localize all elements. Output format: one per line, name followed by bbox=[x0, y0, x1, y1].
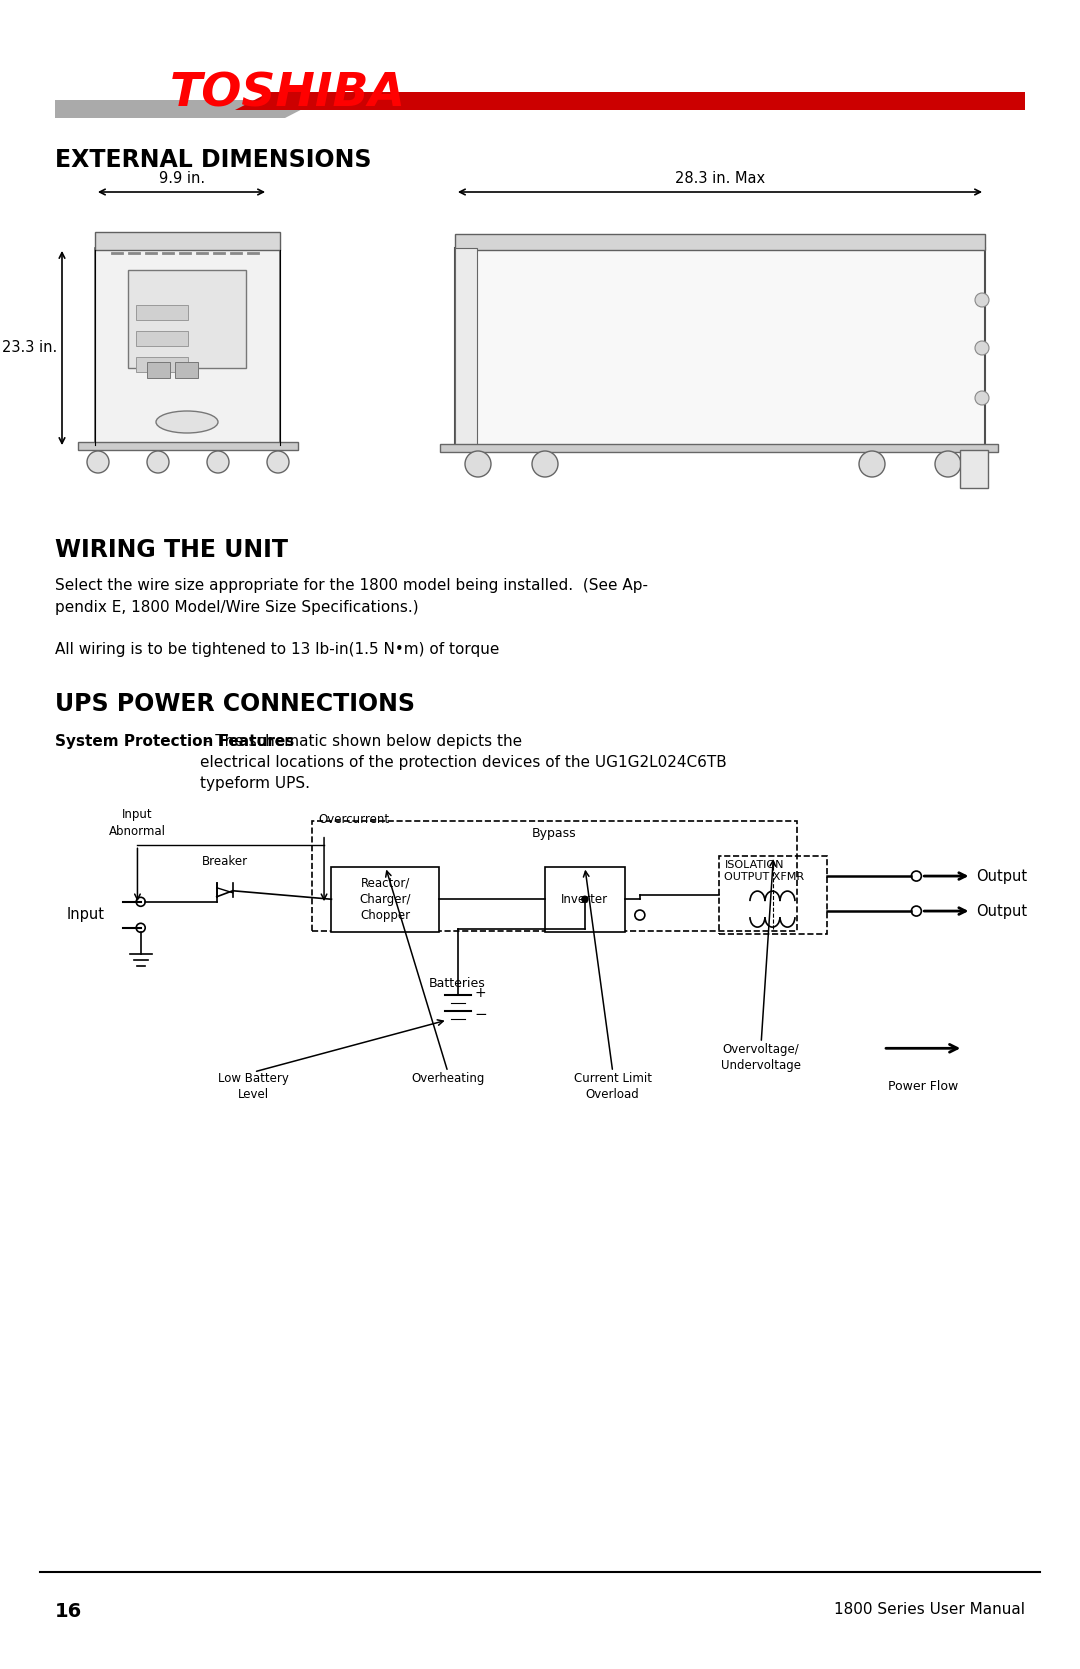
Text: TOSHIBA: TOSHIBA bbox=[170, 72, 406, 117]
Circle shape bbox=[975, 391, 989, 406]
Circle shape bbox=[207, 451, 229, 472]
Polygon shape bbox=[55, 100, 320, 118]
Text: Overcurrent: Overcurrent bbox=[318, 813, 389, 826]
Circle shape bbox=[635, 910, 645, 920]
Text: Select the wire size appropriate for the 1800 model being installed.  (See Ap-: Select the wire size appropriate for the… bbox=[55, 577, 648, 592]
Text: All wiring is to be tightened to 13 lb-in(1.5 N•m) of torque: All wiring is to be tightened to 13 lb-i… bbox=[55, 643, 499, 658]
Text: Overvoltage/
Undervoltage: Overvoltage/ Undervoltage bbox=[721, 1043, 801, 1071]
Circle shape bbox=[975, 340, 989, 355]
Circle shape bbox=[859, 451, 885, 477]
Bar bbox=[455, 234, 985, 250]
Bar bbox=[455, 249, 477, 447]
Ellipse shape bbox=[156, 411, 218, 432]
Text: Low Battery
Level: Low Battery Level bbox=[218, 1071, 289, 1102]
Bar bbox=[175, 362, 198, 377]
Bar bbox=[719, 856, 827, 935]
Bar bbox=[78, 442, 298, 451]
Text: Breaker: Breaker bbox=[202, 855, 247, 868]
Circle shape bbox=[147, 451, 168, 472]
Text: Output: Output bbox=[976, 903, 1027, 918]
Text: UPS POWER CONNECTIONS: UPS POWER CONNECTIONS bbox=[55, 693, 415, 716]
Text: Power Flow: Power Flow bbox=[888, 1080, 958, 1093]
Text: 23.3 in.: 23.3 in. bbox=[2, 340, 57, 355]
Circle shape bbox=[87, 451, 109, 472]
Circle shape bbox=[136, 898, 145, 906]
Circle shape bbox=[465, 451, 491, 477]
Text: EXTERNAL DIMENSIONS: EXTERNAL DIMENSIONS bbox=[55, 149, 372, 172]
Bar bbox=[136, 305, 188, 320]
Bar bbox=[129, 270, 246, 367]
Text: 16: 16 bbox=[55, 1602, 82, 1621]
Bar bbox=[960, 451, 988, 487]
Text: Reactor/
Charger/
Chopper: Reactor/ Charger/ Chopper bbox=[360, 876, 411, 923]
Text: Overheating: Overheating bbox=[411, 1071, 485, 1085]
Bar bbox=[95, 232, 280, 250]
Circle shape bbox=[136, 923, 145, 933]
Bar bbox=[332, 866, 440, 931]
Text: 9.9 in.: 9.9 in. bbox=[159, 170, 205, 185]
Bar bbox=[147, 362, 170, 377]
Text: WIRING THE UNIT: WIRING THE UNIT bbox=[55, 537, 288, 562]
Text: Bypass: Bypass bbox=[532, 828, 577, 841]
Bar bbox=[440, 444, 998, 452]
Text: System Protection Features: System Protection Features bbox=[55, 734, 294, 749]
Bar bbox=[455, 249, 985, 447]
Circle shape bbox=[582, 896, 588, 903]
Bar bbox=[136, 357, 188, 372]
Polygon shape bbox=[235, 92, 1025, 110]
Text: Batteries: Batteries bbox=[429, 976, 486, 990]
Text: Inverter: Inverter bbox=[562, 893, 608, 906]
Text: Input
Abnormal: Input Abnormal bbox=[109, 808, 166, 838]
Bar bbox=[544, 866, 625, 931]
Text: Output: Output bbox=[976, 868, 1027, 883]
Circle shape bbox=[532, 451, 558, 477]
Circle shape bbox=[912, 906, 921, 916]
Circle shape bbox=[267, 451, 289, 472]
Bar bbox=[312, 821, 797, 931]
Text: Current Limit
Overload: Current Limit Overload bbox=[573, 1071, 651, 1102]
Text: - The schematic shown below depicts the
electrical locations of the protection d: - The schematic shown below depicts the … bbox=[200, 734, 727, 791]
Text: Input: Input bbox=[67, 908, 105, 923]
Text: ISOLATION
OUTPUT XFMR: ISOLATION OUTPUT XFMR bbox=[725, 860, 805, 883]
Text: 28.3 in. Max: 28.3 in. Max bbox=[675, 170, 765, 185]
Bar bbox=[95, 249, 280, 446]
Circle shape bbox=[975, 294, 989, 307]
Text: −: − bbox=[474, 1008, 487, 1023]
Text: pendix E, 1800 Model/Wire Size Specifications.): pendix E, 1800 Model/Wire Size Specifica… bbox=[55, 599, 419, 614]
Circle shape bbox=[912, 871, 921, 881]
Circle shape bbox=[935, 451, 961, 477]
Text: 1800 Series User Manual: 1800 Series User Manual bbox=[834, 1602, 1025, 1617]
Bar bbox=[136, 330, 188, 345]
Text: +: + bbox=[474, 986, 486, 1000]
